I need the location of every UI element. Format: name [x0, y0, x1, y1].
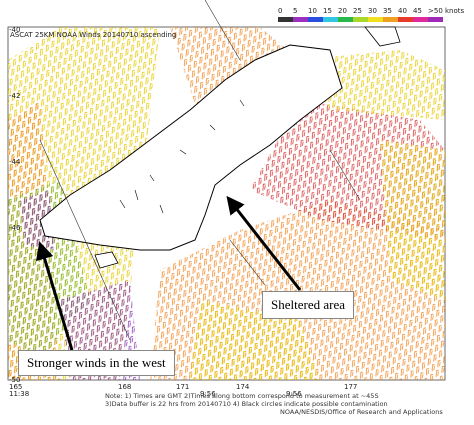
- stewart-island: [94, 251, 119, 269]
- lon-label: 168: [118, 383, 131, 391]
- legend-label: 40: [398, 7, 407, 15]
- legend-swatch: [353, 17, 368, 22]
- legend-label: 20: [338, 7, 347, 15]
- north-island: [364, 26, 401, 47]
- legend-swatch: [428, 17, 443, 22]
- legend-swatch: [398, 17, 413, 22]
- annotation-sheltered: Sheltered area: [262, 291, 354, 319]
- lat-label: -46: [9, 224, 21, 232]
- lon-label: 174: [236, 383, 250, 391]
- time-label: 9:56: [200, 390, 216, 398]
- legend-label: 25: [353, 7, 362, 15]
- arrow: [35, 241, 74, 351]
- legend-swatch: [368, 17, 383, 22]
- south-island: [39, 44, 343, 251]
- legend-label: 45: [413, 7, 422, 15]
- lon-label: 177: [344, 383, 357, 391]
- legend-label: 35: [383, 7, 392, 15]
- lat-label: -50: [9, 376, 20, 384]
- legend-swatch: [293, 17, 308, 22]
- legend-label: 30: [368, 7, 377, 15]
- legend-swatch: [278, 17, 293, 22]
- legend: 0 5 10 15 20 25 30 35 40 45 >50 knots: [278, 7, 465, 22]
- legend-swatch: [338, 17, 353, 22]
- legend-swatch: [323, 17, 338, 22]
- time-label: 9:56: [286, 390, 302, 398]
- legend-label: 10: [308, 7, 317, 15]
- note-line: NOAA/NESDIS/Office of Research and Appli…: [280, 408, 443, 416]
- map-title: ASCAT 25KM NOAA Winds 20140710 ascending: [10, 31, 176, 39]
- legend-swatch: [383, 17, 398, 22]
- lon-label: 165: [9, 383, 22, 391]
- legend-label: 0: [278, 7, 282, 15]
- arrow: [226, 195, 302, 291]
- lakes-rivers: [119, 99, 245, 214]
- swath-edges: [39, 0, 361, 341]
- legend-label: >50 knots: [428, 7, 465, 15]
- lon-label: 171: [176, 383, 189, 391]
- lat-label: -42: [9, 92, 20, 100]
- legend-swatch: [308, 17, 323, 22]
- note-line: Note: 1) Times are GMT 2)Times along bot…: [105, 392, 379, 400]
- annotation-stronger: Stronger winds in the west: [18, 350, 175, 376]
- note-line: 3)Data buffer is 22 hrs from 20140710 4)…: [105, 400, 388, 408]
- lat-labels: -40 -42 -44 -46 -50: [9, 26, 21, 384]
- legend-label: 15: [323, 7, 332, 15]
- lon-labels: 165 168 171 174 177 11:38 9:56 9:56: [9, 383, 357, 398]
- lat-label: -44: [9, 158, 21, 166]
- legend-label: 5: [293, 7, 297, 15]
- lat-label: -40: [9, 26, 20, 34]
- legend-swatch: [413, 17, 428, 22]
- time-label: 11:38: [9, 390, 29, 398]
